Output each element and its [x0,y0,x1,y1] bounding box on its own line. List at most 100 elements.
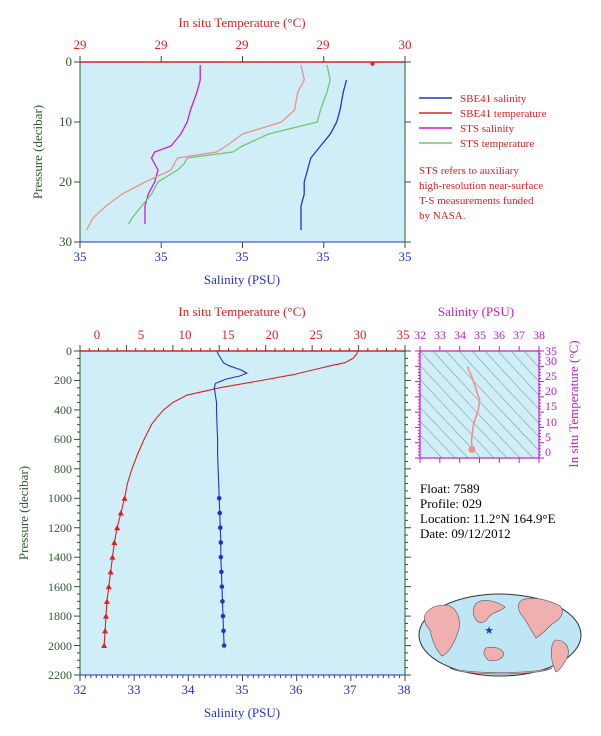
bottom-temperature-marker [111,539,118,545]
top-sbe41-temperature-point [370,61,375,66]
bottom-x-top-label: In situ Temperature (°C) [178,304,305,319]
legend-label-sbe41-temperature: SBE41 temperature [460,108,547,120]
bottom-temperature-marker [102,627,109,634]
top-sts-temperature-line [128,64,331,225]
bottom-y-tick-1: 200 [54,373,72,387]
bottom-temperature-marker [103,598,110,604]
ts-x-tick-6: 38 [533,328,545,342]
bottom-salinity-marker [216,495,222,501]
bottom-y-tick-7: 1400 [48,550,72,564]
bottom-salinity-marker [219,584,225,589]
bottom-salinity-marker [218,540,224,545]
top-y-tick-3: 30 [59,234,72,249]
bottom-x-bottom-tick-4: 36 [290,682,304,697]
bottom-x-bottom-tick-2: 34 [182,682,196,697]
ts-x-tick-1: 33 [434,328,446,342]
ts-density-contour [420,351,521,458]
legend: SBE41 salinity SBE41 temperature STS sal… [419,93,547,222]
bottom-x-bottom-tick-6: 38 [398,682,411,697]
top-x-bottom-tick-3: 35 [317,249,330,264]
ts-density-contour [432,351,534,458]
profile-number: Profile: 029 [420,496,482,511]
ts-x-tick-0: 32 [414,328,426,342]
ts-x-tick-5: 37 [513,328,525,342]
legend-note-line-3: by NASA. [419,210,466,222]
ts-density-contours [420,351,601,458]
bottom-salinity-line [213,350,249,646]
bottom-panel: In situ Temperature (°C) 0 5 10 15 20 25… [16,304,411,720]
bottom-y-tick-9: 1800 [48,609,72,623]
ts-density-contour [497,351,539,396]
top-tick-marks [74,56,411,248]
ts-density-contour [420,378,495,458]
world-map: ★ [418,593,582,677]
top-x-bottom-tick-1: 35 [155,249,168,264]
ts-density-contour [471,351,539,424]
top-x-top-tick-1: 29 [155,37,168,52]
top-sts-temperature-secondary-line [85,64,305,231]
ts-density-contour [420,406,469,458]
top-y-tick-1: 10 [59,114,72,129]
bottom-y-tick-11: 2200 [48,668,72,682]
bottom-temperature-marker [103,613,109,619]
bottom-x-top-tick-2: 10 [179,327,192,342]
ts-density-contour [458,351,539,438]
ts-y-tick-1: 5 [545,430,551,444]
ts-x-tick-4: 36 [493,328,505,342]
bottom-tick-marks [74,345,411,681]
bottom-x-bottom-tick-0: 32 [74,682,87,697]
bottom-temperature-marker [114,524,121,531]
float-location-star-icon: ★ [484,625,494,637]
map-land-asia [472,600,506,624]
bottom-salinity-marker [221,643,227,648]
bottom-y-tick-4: 800 [54,462,72,476]
ts-density-contour [420,434,443,458]
ts-density-contour [484,351,539,410]
bottom-x-top-tick-6: 30 [354,327,367,342]
bottom-plot-area [80,351,405,675]
ts-diagram: Salinity (PSU) 32 33 34 35 36 37 38 0 5 … [414,304,601,468]
legend-note-line-0: STS refers to auxiliary [419,165,519,177]
map-land-south-america [550,639,569,673]
ts-profile-line [466,366,481,450]
bottom-series-group [101,350,359,649]
ts-y-tick-4: 20 [545,384,557,398]
ts-density-contour [420,420,456,458]
top-x-top-tick-3: 29 [317,37,330,52]
bottom-salinity-marker [218,554,224,560]
bottom-x-bottom-label: Salinity (PSU) [204,705,280,720]
bottom-y-tick-3: 600 [54,432,72,446]
ts-density-contour [589,351,601,458]
ts-density-contour [523,351,539,368]
bottom-temperature-marker [109,554,116,560]
float-id: Float: 7589 [420,481,480,496]
ts-deep-cluster [468,445,476,453]
top-x-bottom-label: Salinity (PSU) [204,272,280,287]
top-y-label: Pressure (decibar) [30,105,45,199]
top-x-top-tick-0: 29 [74,37,87,52]
ts-series-group [466,366,481,453]
ts-x-tick-3: 35 [474,328,486,342]
bottom-y-tick-6: 1200 [48,521,72,535]
bottom-x-top-tick-0: 0 [94,327,101,342]
ts-x-label: Salinity (PSU) [438,304,514,319]
top-x-bottom-tick-4: 35 [399,249,412,264]
ts-y-label: In situ Temperature (°C) [566,340,581,467]
legend-note-line-1: high-resolution near-surface [419,180,543,192]
ts-y-tick-5: 25 [545,369,557,383]
legend-note-line-2: T-S measurements funded [419,195,534,207]
bottom-y-tick-8: 1600 [48,580,72,594]
bottom-x-top-tick-7: 35 [397,327,410,342]
bottom-salinity-marker [220,613,226,619]
bottom-y-tick-5: 1000 [48,491,72,505]
bottom-salinity-marker [217,525,223,531]
bottom-x-bottom-tick-1: 33 [128,682,141,697]
bottom-salinity-marker [220,599,225,604]
top-sts-salinity-line [144,65,201,224]
location: Location: 11.2°N 164.9°E [420,511,556,526]
top-x-top-tick-2: 29 [236,37,249,52]
bottom-x-bottom-tick-5: 37 [344,682,358,697]
map-land-europe-africa [424,604,460,657]
ts-y-tick-7: 35 [545,344,557,358]
bottom-y-tick-2: 400 [54,403,72,417]
